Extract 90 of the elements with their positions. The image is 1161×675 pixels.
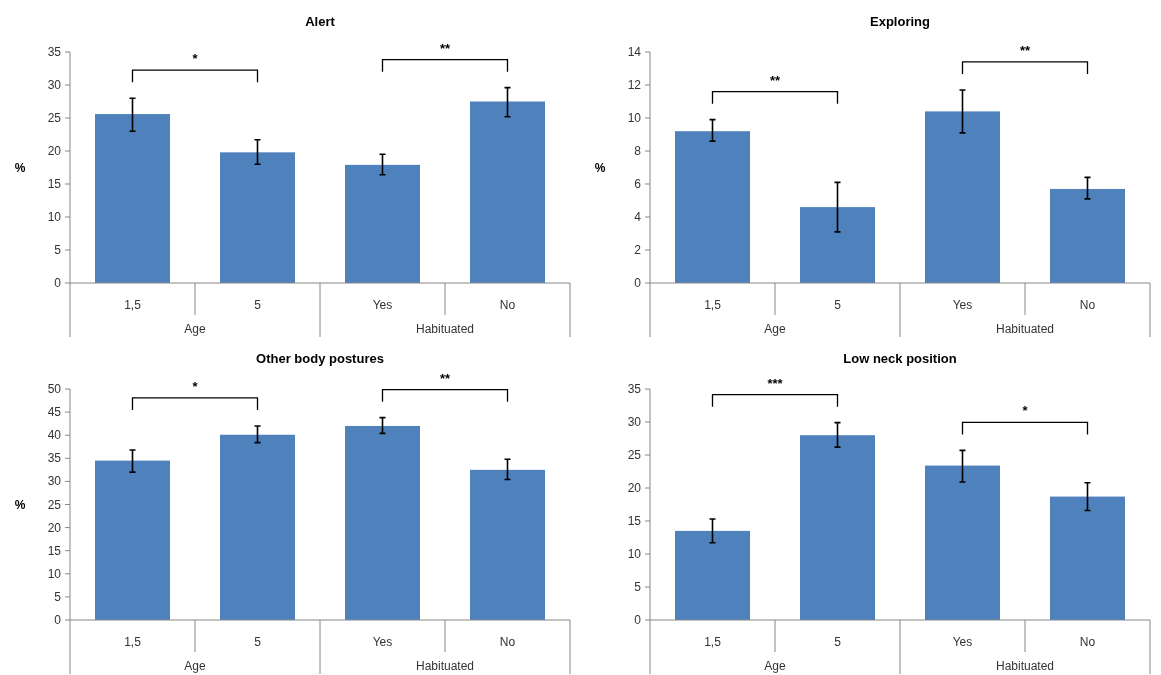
y-tick-label: 35 <box>47 451 62 466</box>
y-tick-label: 20 <box>627 481 642 495</box>
x-tick-label: 1,5 <box>124 635 142 649</box>
y-tick-label: 25 <box>627 448 642 462</box>
annotation: * <box>192 378 199 394</box>
y-tick-label: 35 <box>627 382 642 396</box>
text: Habituated <box>415 659 475 673</box>
y-tick-label: 8 <box>634 144 642 158</box>
annotation: ** <box>439 40 451 56</box>
y-tick-label: 15 <box>47 543 62 558</box>
chart-title: Exploring <box>870 14 931 29</box>
x-tick-label: No <box>499 298 516 312</box>
bar <box>95 460 170 620</box>
annotation: *** <box>767 375 784 391</box>
x-tick-label: No <box>1079 298 1096 312</box>
annotation: * <box>1022 403 1029 419</box>
y-tick-label: 10 <box>47 566 62 581</box>
y-tick-label: 0 <box>634 276 642 290</box>
annotation: * <box>192 51 199 67</box>
y-tick-label: 0 <box>54 613 62 627</box>
y-tick-label: 20 <box>47 144 62 158</box>
y-tick-label: 30 <box>627 415 642 429</box>
chart-title: Alert <box>305 14 336 29</box>
annotation: ** <box>1019 42 1031 58</box>
y-tick-label: 35 <box>47 45 62 59</box>
text: Habituated <box>415 322 475 336</box>
y-tick-label: 4 <box>634 210 642 224</box>
bar <box>345 164 420 283</box>
bar <box>925 111 1000 283</box>
x-tick-label: 5 <box>254 635 262 649</box>
y-tick-label: 10 <box>627 547 642 561</box>
text: Habituated <box>995 322 1055 336</box>
x-tick-label: 5 <box>834 635 842 649</box>
y-tick-label: 5 <box>634 580 642 594</box>
bar <box>925 465 1000 620</box>
x-tick-label: 1,5 <box>704 635 722 649</box>
bar <box>800 207 875 283</box>
y-tick-label: 50 <box>47 382 62 396</box>
y-tick-label: 0 <box>54 276 62 290</box>
x-tick-label: 1,5 <box>124 298 142 312</box>
text: Age <box>184 659 206 673</box>
y-tick-label: 25 <box>47 497 62 512</box>
bar <box>675 131 750 283</box>
x-tick-label: 1,5 <box>704 298 722 312</box>
bar <box>220 152 295 283</box>
chart-title: Other body postures <box>256 351 384 366</box>
bar <box>800 435 875 620</box>
bar <box>220 434 295 620</box>
x-tick-label: 5 <box>254 298 262 312</box>
y-tick-label: 15 <box>47 177 62 191</box>
y-tick-label: 14 <box>627 45 642 59</box>
y-tick-label: 25 <box>47 111 62 125</box>
y-tick-label: 10 <box>47 210 62 224</box>
y-tick-label: 0 <box>634 613 642 627</box>
y-tick-label: 30 <box>47 78 62 92</box>
x-tick-label: 5 <box>834 298 842 312</box>
text: Age <box>764 322 786 336</box>
y-tick-label: 45 <box>47 405 62 420</box>
bar <box>470 469 545 620</box>
y-axis-title: % <box>594 160 606 175</box>
bar <box>470 101 545 283</box>
y-tick-label: 10 <box>627 111 642 125</box>
annotation: ** <box>769 72 781 88</box>
text: ** <box>439 370 451 386</box>
y-tick-label: 20 <box>47 520 62 535</box>
y-tick-label: 5 <box>54 243 62 257</box>
x-tick-label: Yes <box>372 635 393 649</box>
y-tick-label: 6 <box>634 177 642 191</box>
y-tick-label: 5 <box>54 589 62 604</box>
x-tick-label: Yes <box>372 298 393 312</box>
y-tick-label: 40 <box>47 428 62 443</box>
y-axis-title: % <box>14 160 26 175</box>
bar <box>1050 496 1125 620</box>
y-tick-label: 30 <box>47 474 62 489</box>
x-tick-label: Yes <box>952 635 973 649</box>
x-tick-label: No <box>499 635 516 649</box>
text: Habituated <box>995 659 1055 673</box>
y-tick-label: 2 <box>634 243 642 257</box>
text: Age <box>764 659 786 673</box>
x-tick-label: No <box>1079 635 1096 649</box>
chart-title: Low neck position <box>843 351 957 366</box>
y-axis-title: % <box>14 497 26 512</box>
text: Age <box>184 322 206 336</box>
y-tick-label: 15 <box>627 514 642 528</box>
bar <box>95 114 170 283</box>
bar <box>345 425 420 620</box>
bar <box>675 530 750 620</box>
y-tick-label: 12 <box>627 78 642 92</box>
bar <box>1050 188 1125 283</box>
x-tick-label: Yes <box>952 298 973 312</box>
